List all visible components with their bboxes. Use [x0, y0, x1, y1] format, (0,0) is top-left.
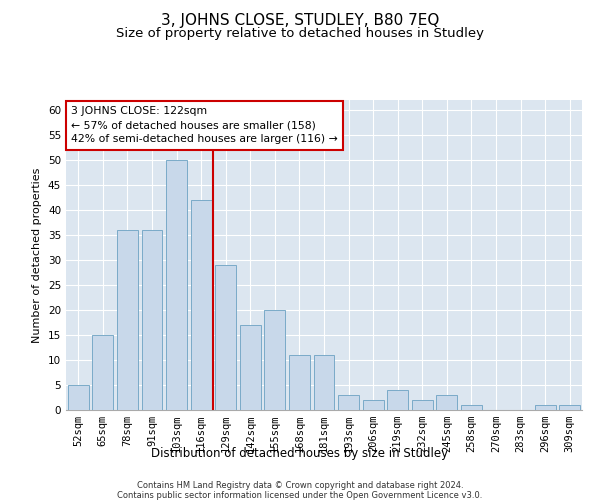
Bar — [387, 390, 408, 410]
Bar — [314, 355, 334, 410]
Bar — [289, 355, 310, 410]
Bar — [436, 395, 457, 410]
Bar — [191, 200, 212, 410]
Bar — [215, 265, 236, 410]
Bar — [142, 230, 163, 410]
Text: 3, JOHNS CLOSE, STUDLEY, B80 7EQ: 3, JOHNS CLOSE, STUDLEY, B80 7EQ — [161, 12, 439, 28]
Bar — [166, 160, 187, 410]
Bar — [68, 385, 89, 410]
Text: 3 JOHNS CLOSE: 122sqm
← 57% of detached houses are smaller (158)
42% of semi-det: 3 JOHNS CLOSE: 122sqm ← 57% of detached … — [71, 106, 338, 144]
Bar — [117, 230, 138, 410]
Bar — [338, 395, 359, 410]
Bar — [559, 405, 580, 410]
Bar — [412, 400, 433, 410]
Text: Contains HM Land Registry data © Crown copyright and database right 2024.: Contains HM Land Registry data © Crown c… — [137, 481, 463, 490]
Text: Size of property relative to detached houses in Studley: Size of property relative to detached ho… — [116, 28, 484, 40]
Text: Contains public sector information licensed under the Open Government Licence v3: Contains public sector information licen… — [118, 491, 482, 500]
Bar — [461, 405, 482, 410]
Y-axis label: Number of detached properties: Number of detached properties — [32, 168, 43, 342]
Bar — [362, 400, 383, 410]
Bar — [265, 310, 286, 410]
Text: Distribution of detached houses by size in Studley: Distribution of detached houses by size … — [151, 448, 449, 460]
Bar — [535, 405, 556, 410]
Bar — [92, 335, 113, 410]
Bar — [240, 325, 261, 410]
